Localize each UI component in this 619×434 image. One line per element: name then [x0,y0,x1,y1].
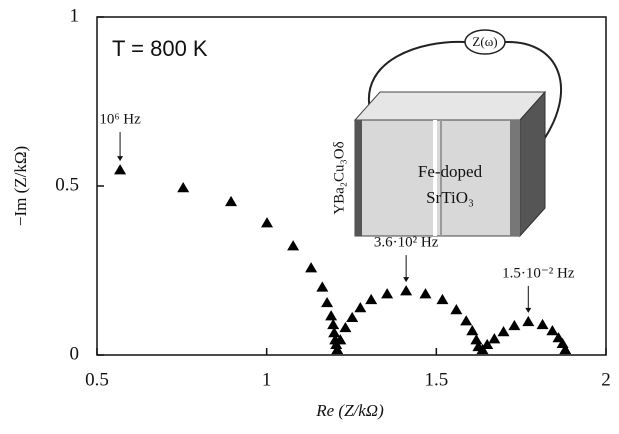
point [334,334,347,345]
point [559,343,572,355]
annotation: 1.5·10⁻² Hz [502,265,575,281]
point [419,288,432,299]
point [328,327,341,338]
annotation: 3.6·10² Hz [374,235,439,251]
inset: Z(ω) YBa₂Cu₃Oδ Fe-doped SrTiO₃ [331,29,563,238]
point [114,164,127,175]
x-tick-label: 1.5 [424,369,448,390]
point [225,195,238,207]
electrode-label: YBa₂Cu₃Oδ [331,141,347,214]
point [365,293,378,305]
point [339,321,352,333]
point [316,281,329,292]
arrow-head [117,156,124,162]
arrow-head [525,307,532,313]
chart-title: T = 800 K [112,36,208,61]
point [305,262,318,273]
y-tick-label: 0.5 [55,174,79,195]
point [450,304,463,315]
point [488,333,501,344]
sample-label: SrTiO₃ [426,188,474,207]
point [522,315,535,327]
point [346,311,359,323]
x-tick-label: 0.5 [85,369,109,390]
point [287,240,300,251]
point [177,182,190,193]
point [546,325,559,336]
y-axis-label: −Im (Z/kΩ) [11,146,30,226]
x-axis-label: Re (Z/kΩ) [315,401,384,420]
point [331,343,344,355]
wire [367,40,563,146]
point [481,338,494,350]
point [400,285,413,296]
sample-label: Fe-doped [418,162,483,181]
arrow-head [403,277,410,283]
point [261,217,274,228]
point [354,302,367,313]
point [466,325,479,336]
point [460,315,473,326]
electrode-right-front [510,120,520,236]
point [470,334,483,345]
point [321,296,334,308]
point [508,319,521,331]
point [325,310,338,321]
lead-label: Z(ω) [472,34,497,49]
point [436,293,449,305]
x-tick-label: 1 [262,369,272,390]
point [381,288,394,299]
annotation: 10⁶ Hz [99,112,141,128]
impedance-ellipse [464,29,506,55]
y-tick-label: 0 [70,343,80,364]
point [497,326,510,337]
y-tick-label: 1 [70,5,80,26]
electrode-left [355,120,362,236]
x-tick-label: 2 [601,369,611,390]
point [536,318,549,330]
sample-top [353,91,547,121]
point [327,318,340,330]
